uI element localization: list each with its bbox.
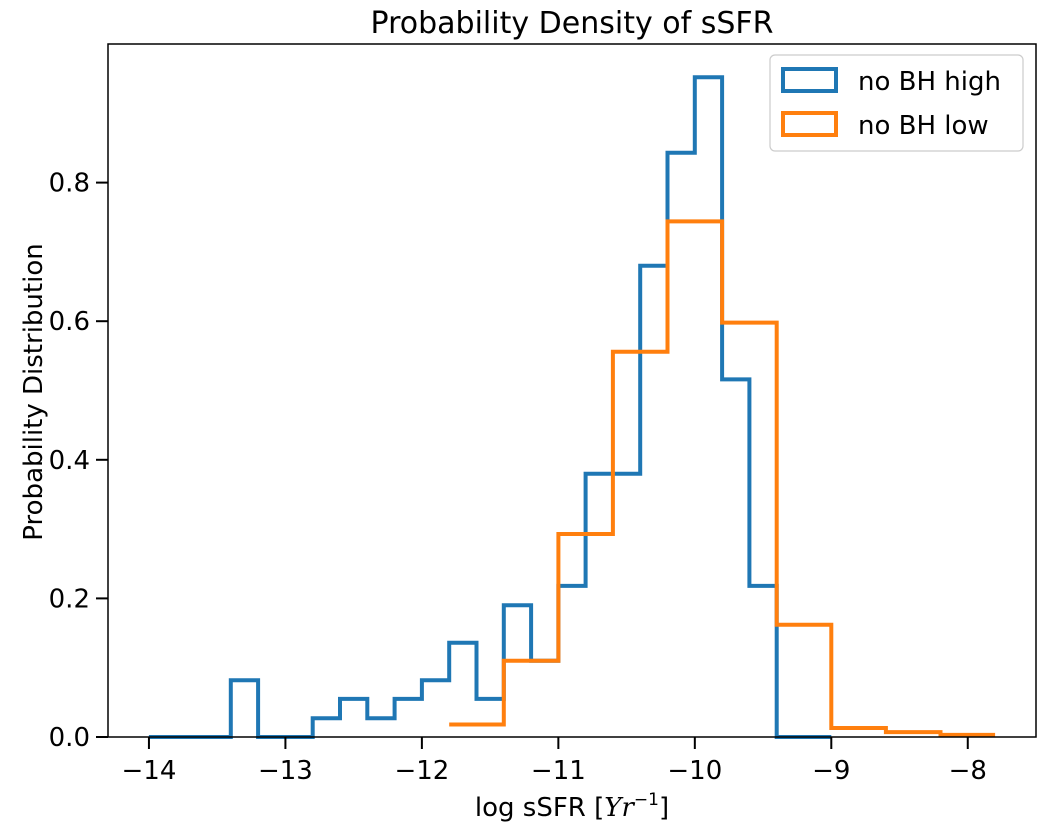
x-tick-label: −14 [122,756,177,786]
series-no-bh-low [449,219,996,737]
y-axis-label: Probability Distribution [19,243,49,540]
y-tick-label: 0.6 [49,307,90,337]
legend-label-no-bh-low: no BH low [858,111,989,141]
x-tick-label: −11 [531,756,586,786]
x-axis-label-exponent: −1 [634,790,659,810]
legend-box [769,54,1024,152]
y-tick-label: 0.0 [49,723,90,753]
x-axis-label-text: log sSFR [ [475,793,604,823]
plot-series-layer [148,75,996,739]
x-tick-label: −8 [949,756,987,786]
plot-frame [107,43,1037,738]
legend-swatch-no-bh-low [781,111,838,137]
x-axis-label-close: ] [659,793,669,823]
chart-title: Probability Density of sSFR [371,6,774,41]
y-tick-label: 0.2 [49,584,90,614]
y-tick-label: 0.4 [49,446,90,476]
y-tick-label: 0.8 [49,169,90,199]
series-no-bh-high [148,75,832,739]
x-tick-label: −10 [667,756,722,786]
legend-swatch-no-bh-high [781,67,838,93]
legend: no BH high no BH low [769,54,1024,152]
y-axis: 0.0 0.2 0.4 0.6 0.8 [49,169,108,753]
x-tick-label: −12 [394,756,449,786]
x-axis-label-math: Yr [604,793,635,823]
legend-label-no-bh-high: no BH high [858,67,1001,97]
x-axis-label: log sSFR [Yr−1] [475,790,669,823]
x-axis: −14 −13 −12 −11 −10 −9 −8 [122,737,987,786]
x-tick-label: −9 [812,756,850,786]
x-tick-label: −13 [258,756,313,786]
